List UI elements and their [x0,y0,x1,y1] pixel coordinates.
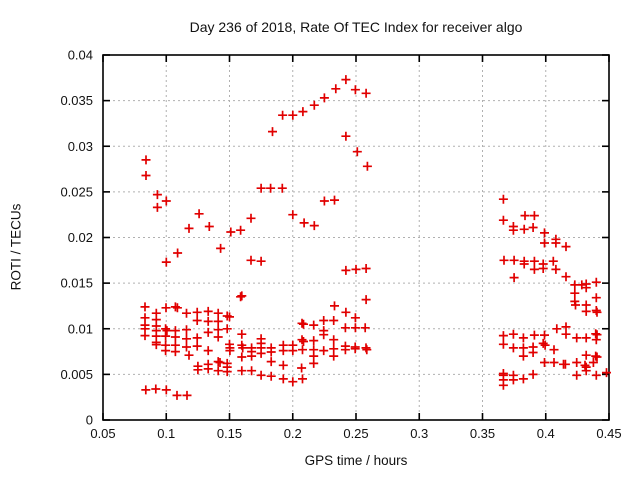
chart-title: Day 236 of 2018, Rate Of TEC Index for r… [189,19,523,35]
x-tick-label: 0.3 [410,426,428,441]
x-tick-label: 0.45 [596,426,621,441]
x-tick-label: 0.15 [217,426,242,441]
x-tick-label: 0.2 [284,426,302,441]
y-tick-label: 0.01 [68,321,93,336]
y-tick-label: 0.025 [60,184,93,199]
x-axis-label: GPS time / hours [304,453,408,468]
data-points-layer [140,75,611,400]
x-tick-label: 0.1 [157,426,175,441]
y-tick-label: 0.005 [60,367,93,382]
y-tick-label: 0.02 [68,230,93,245]
x-tick-label: 0.35 [470,426,495,441]
x-tick-label: 0.05 [90,426,115,441]
y-tick-label: 0.035 [60,93,93,108]
y-tick-label: 0.03 [68,139,93,154]
y-tick-label: 0.04 [68,48,93,63]
y-tick-label: 0 [86,413,93,428]
y-tick-label: 0.015 [60,276,93,291]
x-tick-label: 0.25 [343,426,368,441]
x-tick-label: 0.4 [537,426,555,441]
